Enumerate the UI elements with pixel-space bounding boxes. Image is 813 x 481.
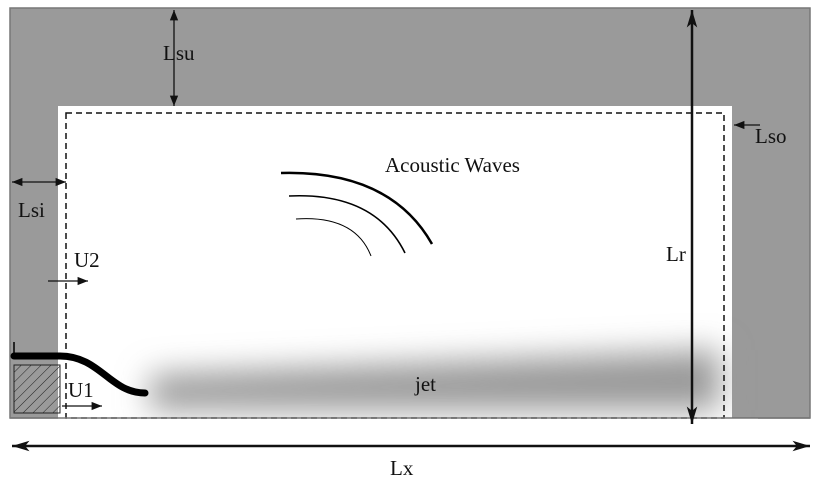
nozzle: [13, 364, 61, 414]
label: Lx: [390, 456, 414, 480]
label: Lsu: [163, 41, 195, 65]
label: Lr: [666, 242, 686, 266]
jet-plume: [150, 350, 720, 410]
label: jet: [414, 372, 436, 396]
mask: [58, 418, 758, 448]
label: Lsi: [18, 198, 45, 222]
label: Lso: [755, 124, 787, 148]
nozzle-lip: [10, 352, 149, 397]
label: Acoustic Waves: [385, 153, 520, 177]
wave: [280, 171, 434, 245]
wave: [288, 194, 406, 254]
label: U1: [68, 378, 94, 402]
label: U2: [74, 248, 100, 272]
wave: [295, 218, 372, 257]
